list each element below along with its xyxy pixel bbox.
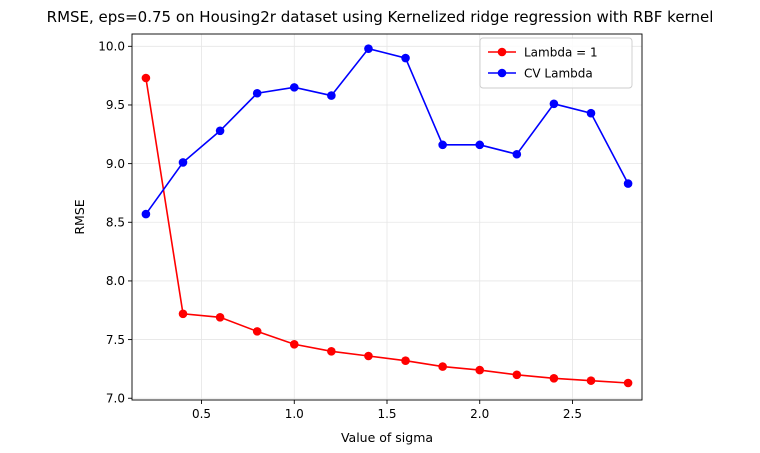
y-tick-label: 10.0 [98,40,125,54]
x-tick-label: 2.5 [563,407,582,421]
legend-item: Lambda = 1 [488,45,598,59]
series-cv-lambda [141,44,633,219]
data-point [252,88,262,98]
data-point [623,179,633,188]
data-point [438,362,447,371]
data-point [549,99,559,109]
y-tick-label: 8.0 [106,274,125,288]
data-point [512,149,522,159]
data-point [623,378,633,388]
data-point [141,73,151,83]
data-point [512,370,522,380]
legend-item: CV Lambda [488,66,593,80]
data-point [289,83,299,92]
x-axis-ticks: 0.5 1.0 1.5 2.0 2.5 [192,400,582,421]
legend-marker [497,68,507,78]
data-point [364,351,373,361]
y-axis-label: RMSE [72,199,87,234]
data-point [586,376,596,385]
data-point [401,53,410,63]
x-tick-label: 0.5 [192,407,211,421]
data-point [215,126,225,136]
y-tick-label: 7.0 [106,391,125,405]
data-point [586,108,596,118]
legend-box [479,37,633,89]
data-point [289,339,299,349]
grid-lines [132,34,642,400]
legend-label: CV Lambda [524,66,593,80]
x-axis-label: Value of sigma [341,430,433,445]
y-tick-label: 7.5 [106,333,125,347]
series-line [145,77,629,384]
series-lambda-1 [141,73,633,388]
legend-marker [497,47,507,57]
data-point [141,209,151,219]
data-point [327,347,336,356]
y-tick-label: 8.5 [106,215,125,229]
x-tick-label: 2.0 [470,407,489,421]
legend: Lambda = 1 CV Lambda [479,37,633,89]
data-point [438,140,447,150]
data-point [215,312,225,322]
series-layer [141,44,633,388]
data-point [401,356,410,366]
chart-title: RMSE, eps=0.75 on Housing2r dataset usin… [47,8,714,26]
data-point [475,365,485,375]
data-point [178,158,188,167]
x-tick-label: 1.5 [377,407,396,421]
data-point [364,44,373,53]
data-point [549,373,559,383]
data-point [178,309,188,319]
x-tick-label: 1.0 [285,407,304,421]
data-point [475,140,485,150]
series-line [145,47,629,215]
data-point [327,91,336,100]
legend-label: Lambda = 1 [524,45,598,59]
y-tick-label: 9.5 [106,98,125,112]
y-axis-ticks: 7.0 7.5 8.0 8.5 9.0 9.5 10.0 [98,40,132,405]
y-tick-label: 9.0 [106,157,125,171]
data-point [252,327,262,336]
